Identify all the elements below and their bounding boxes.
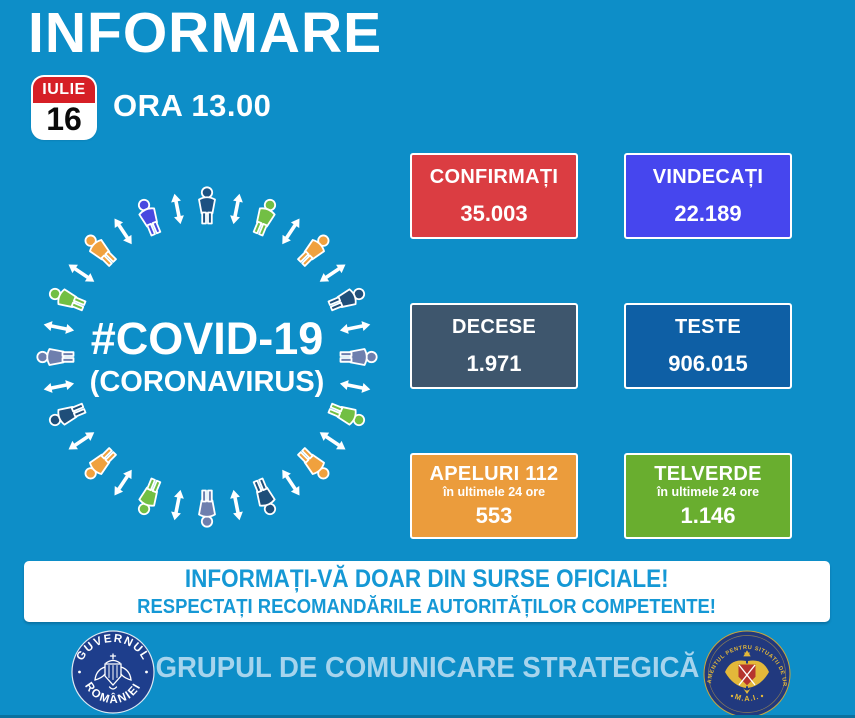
person-icon bbox=[36, 348, 75, 366]
double-arrow-icon bbox=[339, 321, 371, 334]
person-icon bbox=[84, 447, 117, 480]
stat-value: 1.971 bbox=[466, 350, 522, 376]
person-icon bbox=[327, 402, 366, 427]
calendar-month: IULIE bbox=[33, 77, 95, 103]
double-arrow-icon bbox=[68, 264, 95, 282]
stat-sublabel: în ultimele 24 ore bbox=[656, 485, 760, 499]
dsu-mai-logo: DEPARTAMENTUL PENTRU SITUAȚII DE URGENȚĂ… bbox=[703, 630, 791, 718]
person-icon bbox=[297, 234, 330, 267]
double-arrow-icon bbox=[68, 432, 95, 450]
stats-grid: CONFIRMAȚI 35.003 VINDECAȚI 22.189 DECES… bbox=[410, 153, 792, 539]
calendar-icon: IULIE 16 bbox=[33, 77, 95, 138]
stat-label: DECESE bbox=[451, 315, 537, 338]
stat-value: 22.189 bbox=[674, 200, 742, 226]
person-icon bbox=[252, 198, 277, 237]
banner-line-1: INFORMAȚI-VĂ DOAR DIN SURSE OFICIALE! bbox=[185, 564, 669, 593]
person-icon bbox=[198, 489, 216, 528]
eagle-emblem-icon bbox=[94, 653, 132, 690]
person-icon bbox=[252, 477, 277, 516]
double-arrow-icon bbox=[282, 469, 300, 496]
person-icon bbox=[84, 234, 117, 267]
stat-label: TESTE bbox=[675, 315, 741, 338]
banner-line-2: RESPECTAȚI RECOMANDĂRILE AUTORITĂȚILOR C… bbox=[137, 594, 717, 618]
double-arrow-icon bbox=[230, 193, 243, 225]
guvernul-romaniei-logo: GUVERNUL ROMÂNIEI bbox=[71, 630, 155, 714]
stat-box-vindecati: VINDECAȚI 22.189 bbox=[624, 153, 792, 239]
double-arrow-icon bbox=[43, 321, 75, 334]
svg-text:M.A.I.: M.A.I. bbox=[734, 692, 761, 703]
person-icon bbox=[198, 186, 216, 225]
double-arrow-icon bbox=[114, 218, 132, 245]
stat-label: VINDECAȚI bbox=[652, 165, 764, 188]
stat-label: APELURI 112 bbox=[429, 463, 559, 485]
time-label: ORA 13.00 bbox=[113, 88, 272, 123]
covid-hashtag: #COVID-19 bbox=[91, 313, 324, 364]
person-icon bbox=[297, 447, 330, 480]
footer-title: GRUPUL DE COMUNICARE STRATEGICĂ bbox=[155, 652, 700, 684]
stat-value: 1.146 bbox=[680, 503, 736, 528]
double-arrow-icon bbox=[171, 489, 184, 521]
person-icon bbox=[339, 348, 378, 366]
page-title: INFORMARE bbox=[28, 1, 383, 65]
person-icon bbox=[48, 402, 87, 427]
person-icon bbox=[137, 198, 162, 237]
double-arrow-icon bbox=[319, 432, 346, 450]
stat-value: 553 bbox=[475, 503, 513, 528]
stat-box-telverde: TELVERDE în ultimele 24 ore 1.146 bbox=[624, 453, 792, 539]
stat-box-apeluri-112: APELURI 112 în ultimele 24 ore 553 bbox=[410, 453, 578, 539]
person-icon bbox=[48, 287, 87, 312]
stat-sublabel: în ultimele 24 ore bbox=[442, 485, 546, 499]
stat-box-confirmati: CONFIRMAȚI 35.003 bbox=[410, 153, 578, 239]
double-arrow-icon bbox=[171, 193, 184, 225]
stat-label: TELVERDE bbox=[654, 463, 762, 485]
double-arrow-icon bbox=[43, 380, 75, 393]
person-icon bbox=[327, 287, 366, 312]
double-arrow-icon bbox=[230, 489, 243, 521]
official-sources-banner: INFORMAȚI-VĂ DOAR DIN SURSE OFICIALE! RE… bbox=[24, 561, 830, 622]
stat-box-decese: DECESE 1.971 bbox=[410, 303, 578, 389]
stat-value: 906.015 bbox=[668, 350, 748, 376]
double-arrow-icon bbox=[282, 218, 300, 245]
calendar-day: 16 bbox=[46, 101, 82, 137]
double-arrow-icon bbox=[114, 469, 132, 496]
stat-label: CONFIRMAȚI bbox=[429, 165, 559, 188]
right-logo-bottom-text: M.A.I. bbox=[734, 692, 760, 703]
double-arrow-icon bbox=[339, 380, 371, 393]
covid-people-ring-graphic: #COVID-19 (CORONAVIRUS) bbox=[36, 186, 378, 528]
person-icon bbox=[137, 477, 162, 516]
double-arrow-icon bbox=[319, 264, 346, 282]
stat-box-teste: TESTE 906.015 bbox=[624, 303, 792, 389]
bottom-strip bbox=[0, 715, 855, 718]
covid-subtitle: (CORONAVIRUS) bbox=[90, 366, 325, 398]
dsu-eagle-icon bbox=[725, 650, 769, 694]
stat-value: 35.003 bbox=[460, 200, 528, 226]
